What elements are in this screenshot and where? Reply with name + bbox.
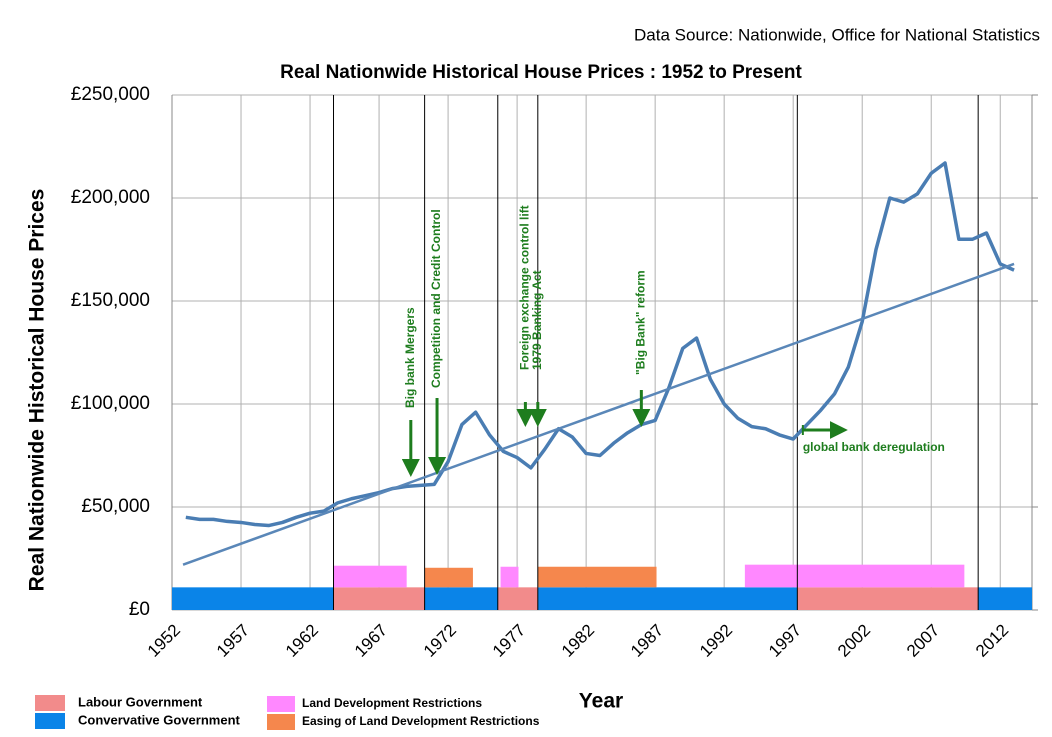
annotation-text: Competition and Credit Control <box>429 209 443 388</box>
source-note: Data Source: Nationwide, Office for Nati… <box>634 25 1040 44</box>
period-band <box>172 587 334 610</box>
x-tick-label: 1967 <box>351 621 391 661</box>
period-band <box>744 564 965 588</box>
x-tick-label: 1962 <box>282 621 322 661</box>
y-tick-label: £0 <box>129 599 150 620</box>
legend-label: Labour Government <box>78 694 203 709</box>
period-band <box>424 587 498 610</box>
x-tick-label: 2012 <box>972 621 1012 661</box>
annotation-text: 1979 Banking Act <box>530 270 544 370</box>
legend-label: Land Development Restrictions <box>302 696 482 710</box>
legend-label: Easing of Land Development Restrictions <box>302 714 540 728</box>
period-band <box>497 587 538 610</box>
y-tick-label: £100,000 <box>71 393 150 414</box>
price-line <box>185 161 1015 528</box>
trend-line <box>182 262 1015 566</box>
annotation-text: "Big Bank" reform <box>634 270 648 375</box>
x-tick-label: 1972 <box>420 621 460 661</box>
period-band <box>537 587 798 610</box>
legend-swatch <box>267 696 295 712</box>
x-axis-label: Year <box>579 690 623 713</box>
legend-swatch <box>267 714 295 730</box>
legend-swatch <box>35 713 65 729</box>
x-tick-label: 2007 <box>903 621 943 661</box>
period-band <box>500 566 519 588</box>
x-tick-label: 2002 <box>834 621 874 661</box>
x-tick-label: 1987 <box>627 621 667 661</box>
legend-swatch <box>35 695 65 711</box>
x-tick-label: 1977 <box>489 621 529 661</box>
x-tick-label: 1957 <box>213 621 253 661</box>
annotation-text: global bank deregulation <box>803 440 945 454</box>
x-tick-label: 1982 <box>558 621 598 661</box>
legend-label: Convervative Government <box>78 712 241 727</box>
annotation-text: Foreign exchange control lift <box>518 205 532 370</box>
y-tick-label: £50,000 <box>81 496 150 517</box>
period-band <box>978 587 1032 610</box>
x-tick-label: 1997 <box>765 621 805 661</box>
y-tick-label: £200,000 <box>71 187 150 208</box>
period-band <box>797 587 979 610</box>
y-tick-label: £250,000 <box>71 84 150 105</box>
y-axis-label: Real Nationwide Historical House Prices <box>26 189 49 592</box>
x-tick-label: 1952 <box>144 621 184 661</box>
annotation-text: Big bank Mergers <box>403 307 417 408</box>
period-band <box>537 566 657 588</box>
period-band <box>424 567 473 588</box>
period-band <box>333 587 425 610</box>
chart-title: Real Nationwide Historical House Prices … <box>280 62 802 83</box>
x-tick-label: 1992 <box>696 621 736 661</box>
y-tick-label: £150,000 <box>71 290 150 311</box>
period-band <box>333 565 407 588</box>
